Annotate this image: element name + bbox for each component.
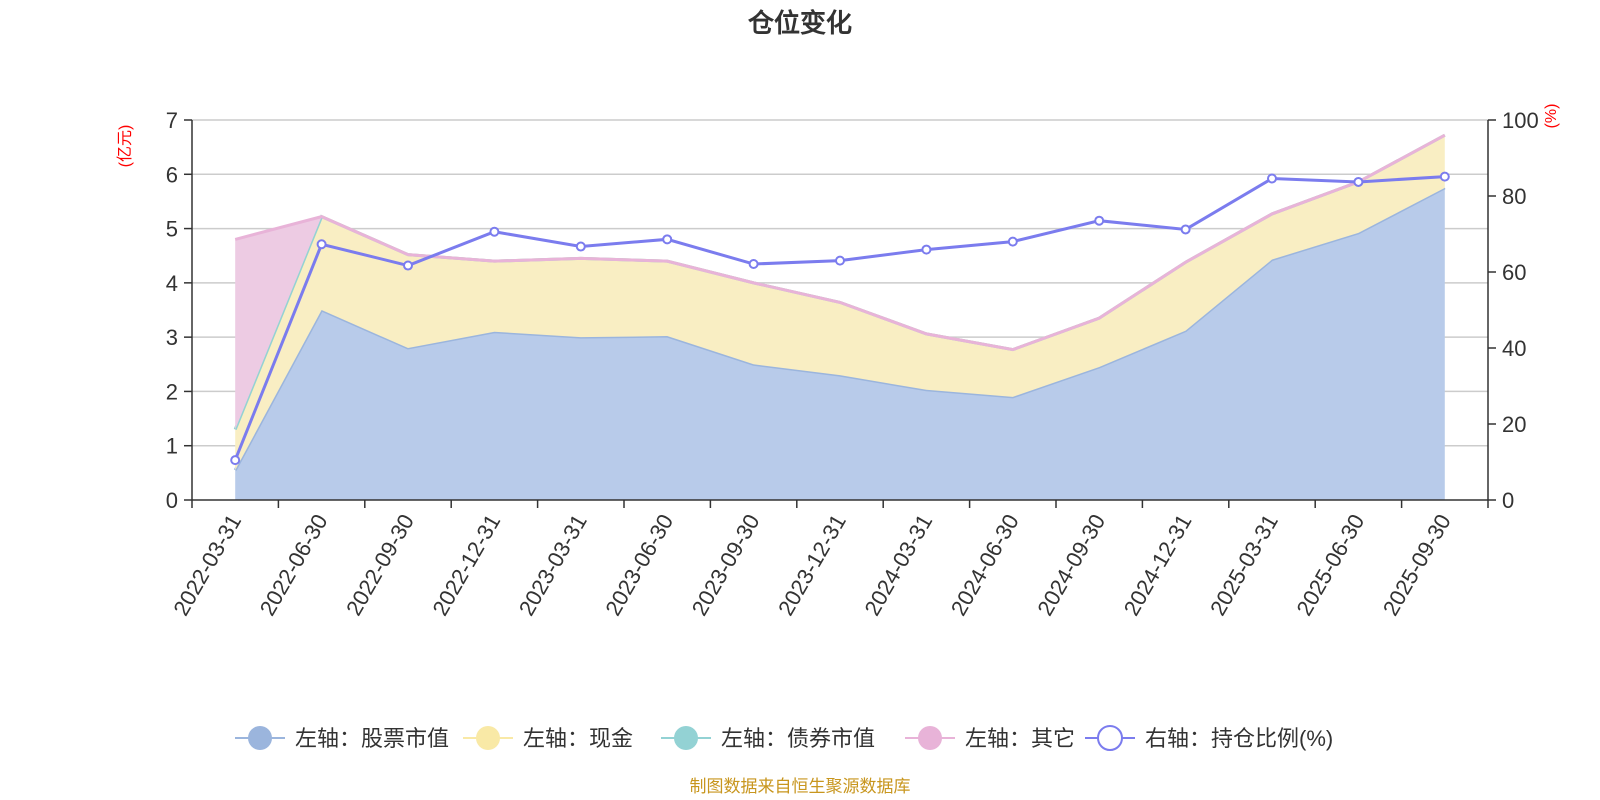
x-tick-label: 2024-03-31 <box>859 510 937 620</box>
line-point <box>1094 215 1105 226</box>
line-point <box>662 234 673 245</box>
x-tick-label: 2022-06-30 <box>255 510 333 620</box>
x-tick-label: 2022-12-31 <box>427 510 505 620</box>
legend-marker <box>918 726 942 750</box>
right-tick-label: 0 <box>1502 488 1514 513</box>
chart-title: 仓位变化 <box>747 8 852 38</box>
line-point <box>403 260 413 271</box>
line-point <box>489 226 500 237</box>
legend-label: 左轴：现金 <box>523 726 633 751</box>
area-series <box>233 133 1446 500</box>
right-tick-label: 20 <box>1502 412 1526 437</box>
right-tick-label: 80 <box>1502 184 1526 209</box>
line-point <box>1439 171 1450 182</box>
x-tick-label: 2024-06-30 <box>946 510 1024 620</box>
x-tick-label: 2025-03-31 <box>1205 510 1283 620</box>
left-tick-label: 2 <box>166 379 178 404</box>
line-point <box>1267 173 1277 184</box>
x-tick-label: 2022-03-31 <box>168 510 246 620</box>
right-tick-label: 40 <box>1502 336 1526 361</box>
x-tick-label: 2023-12-31 <box>773 510 851 620</box>
line-point <box>316 239 327 250</box>
line-point <box>1007 236 1018 247</box>
line-point <box>1180 224 1191 235</box>
legend-label: 左轴：其它 <box>965 726 1075 751</box>
x-tick-label: 2025-06-30 <box>1291 510 1369 620</box>
left-tick-label: 4 <box>166 271 178 296</box>
line-point <box>835 255 845 266</box>
left-tick-label: 7 <box>166 108 178 133</box>
left-tick-label: 1 <box>166 434 178 459</box>
line-series <box>230 171 1450 466</box>
legend-label: 左轴：股票市值 <box>295 726 449 751</box>
line-point <box>230 455 241 466</box>
x-tick-label: 2025-09-30 <box>1378 510 1456 620</box>
right-tick-label: 60 <box>1502 260 1526 285</box>
legend: 左轴：股票市值 左轴：现金 左轴：债券市值 左轴：其它 右轴：持仓比例(%) <box>235 725 1333 751</box>
legend-label: 左轴：债券市值 <box>721 726 875 751</box>
line-point <box>575 241 586 252</box>
left-tick-label: 0 <box>166 488 178 513</box>
legend-label: 右轴：持仓比例(%) <box>1145 726 1333 751</box>
legend-marker <box>1097 725 1123 751</box>
line-point <box>748 259 759 270</box>
x-tick-label: 2022-09-30 <box>341 510 419 620</box>
legend-marker <box>674 726 698 750</box>
left-axis-name: (亿元) <box>116 125 134 168</box>
x-tick-label: 2024-12-31 <box>1119 510 1197 620</box>
x-tick-label: 2023-09-30 <box>687 510 765 620</box>
x-tick-label: 2023-06-30 <box>600 510 678 620</box>
right-axis-name: (%) <box>1543 104 1560 129</box>
source-note: 制图数据来自恒生聚源数据库 <box>690 777 911 796</box>
area-fill-series-0 <box>235 187 1445 500</box>
x-tick-label: 2024-09-30 <box>1032 510 1110 620</box>
line-point <box>921 244 932 255</box>
legend-marker <box>476 726 500 750</box>
x-tick-label: 2023-03-31 <box>514 510 592 620</box>
line-point <box>1353 176 1364 187</box>
left-tick-label: 6 <box>166 162 178 187</box>
right-tick-label: 100 <box>1502 108 1539 133</box>
area-edge-series-3 <box>234 133 1446 352</box>
legend-marker <box>248 726 272 750</box>
left-tick-label: 3 <box>166 325 178 350</box>
left-tick-label: 5 <box>166 217 178 242</box>
